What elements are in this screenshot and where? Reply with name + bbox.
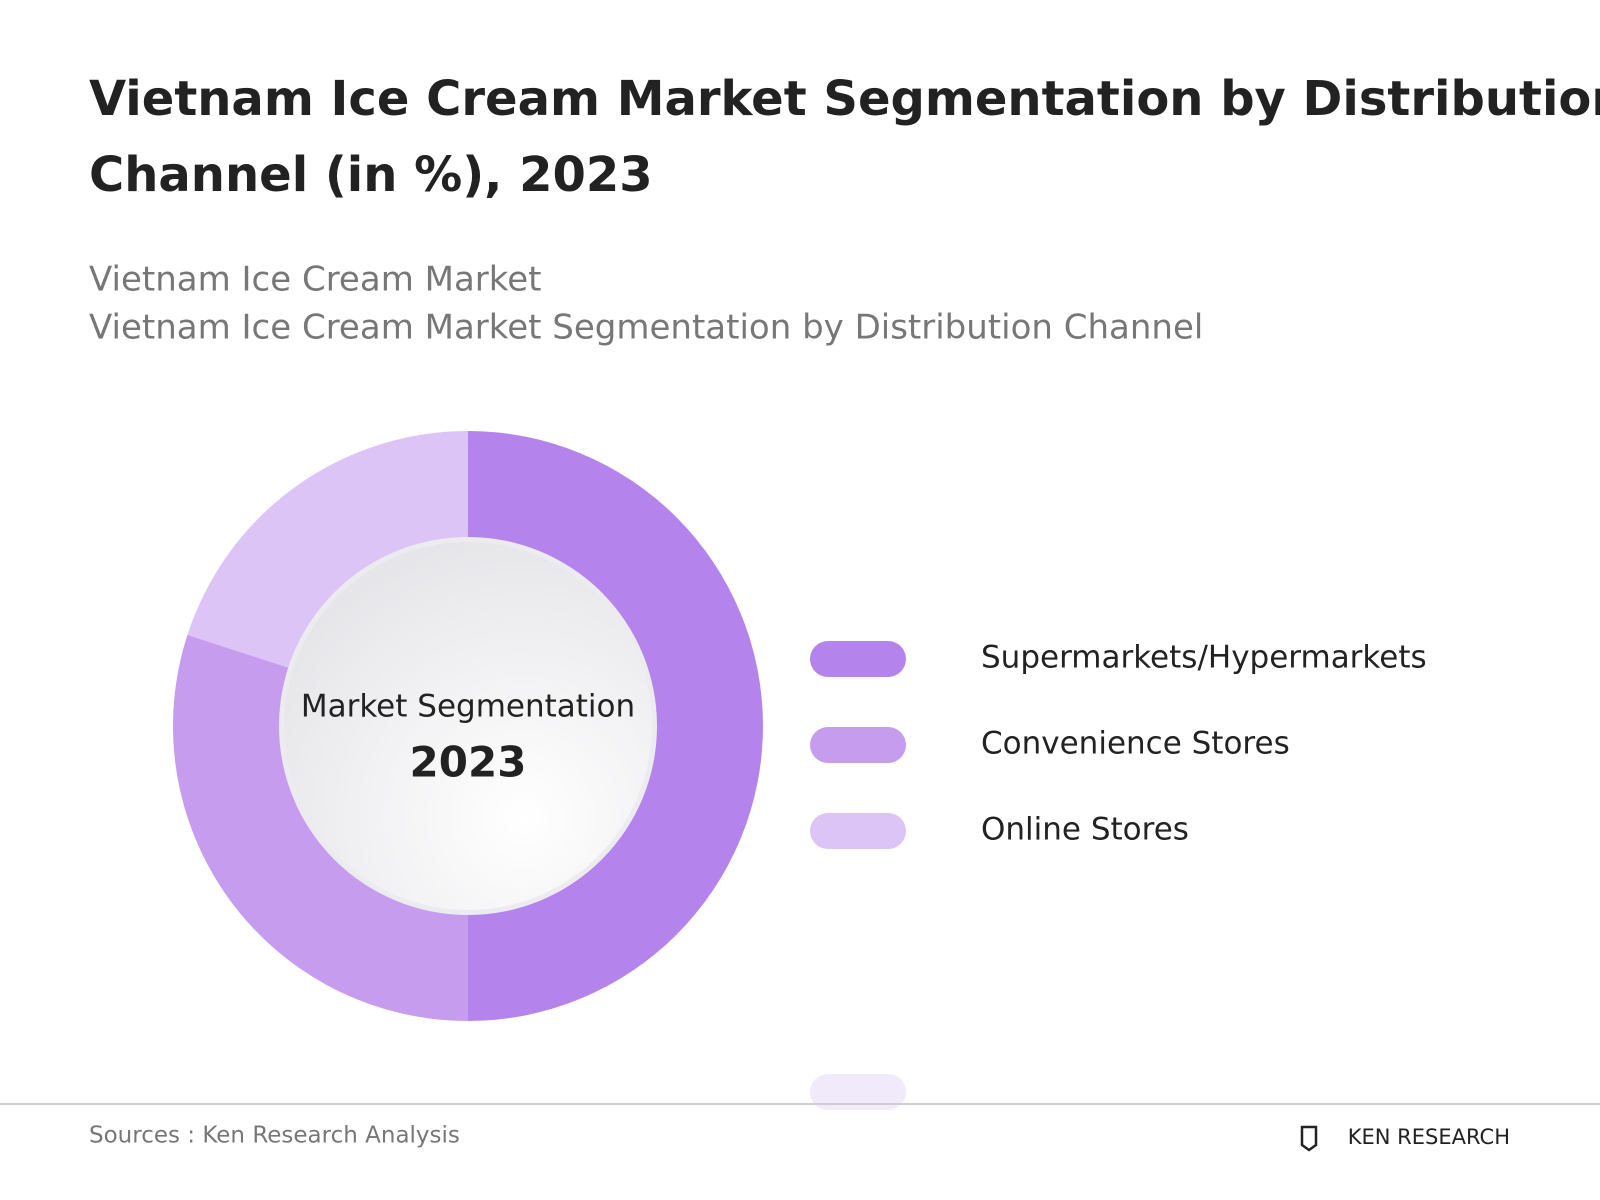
subtitle: Vietnam Ice Cream Market Segmentation by…	[89, 308, 1203, 348]
donut-hole	[284, 542, 652, 910]
legend-swatch	[810, 727, 906, 763]
legend-swatch-faded	[810, 1074, 906, 1110]
subtitle: Vietnam Ice Cream Market	[89, 260, 542, 300]
legend-label: Online Stores	[981, 812, 1189, 848]
legend-label: Supermarkets/Hypermarkets	[981, 640, 1427, 676]
legend-swatch	[810, 813, 906, 849]
legend-label: Convenience Stores	[981, 726, 1290, 762]
legend: Supermarkets/Hypermarkets Convenience Sto…	[810, 640, 1427, 849]
legend-swatch	[810, 641, 906, 677]
center-label: Market Segmentation	[301, 689, 635, 725]
chart-title: Channel (in %), 2023	[89, 147, 653, 203]
brand-logo	[1300, 1125, 1318, 1152]
chart-title: Vietnam Ice Cream Market Segmentation by…	[89, 71, 1600, 127]
brand: KEN RESEARCH	[1348, 1125, 1510, 1149]
source: Sources : Ken Research Analysis	[89, 1123, 460, 1149]
center-value: 2023	[410, 738, 527, 787]
